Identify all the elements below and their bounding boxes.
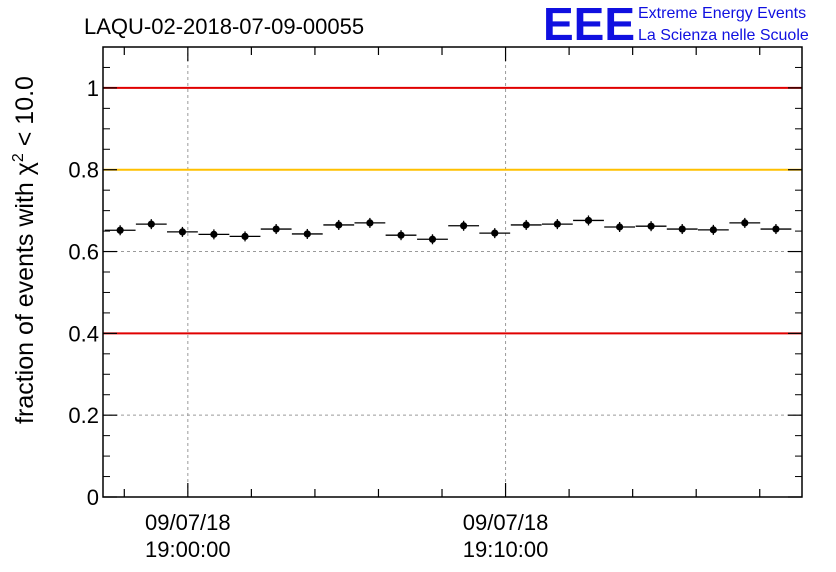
data-point: [491, 229, 499, 237]
data-point: [116, 226, 124, 234]
x-tick-label-date: 09/07/18: [463, 510, 549, 535]
data-point: [741, 219, 749, 227]
eee-logo: EEE Extreme Energy Events La Scienza nel…: [543, 0, 809, 50]
y-tick-label: 0.8: [68, 158, 99, 183]
y-tick-label: 0.2: [68, 403, 99, 428]
y-tick-label: 1: [87, 76, 99, 101]
data-point: [272, 225, 280, 233]
data-point: [584, 216, 593, 225]
data-point: [178, 228, 187, 236]
chart-title: LAQU-02-2018-07-09-00055: [84, 14, 364, 39]
data-point: [335, 221, 343, 229]
y-tick-label: 0: [87, 485, 99, 510]
data-point: [709, 226, 717, 234]
y-axis-label-suffix: < 10.0: [11, 76, 39, 153]
y-axis-label: fraction of events with χ2 < 10.0: [10, 76, 39, 424]
data-point: [428, 235, 437, 243]
data-point: [210, 230, 218, 238]
y-axis-label-main: fraction of events with χ: [11, 162, 39, 424]
data-point: [147, 220, 155, 228]
logo-line-2: La Scienza nelle Scuole: [638, 27, 809, 44]
data-point: [772, 225, 780, 233]
data-point: [616, 223, 624, 231]
data-point: [303, 230, 311, 238]
data-point: [553, 220, 561, 228]
y-tick-label: 0.6: [68, 240, 99, 265]
data-point: [647, 222, 655, 230]
x-tick-label-time: 19:00:00: [145, 537, 231, 562]
data-point: [678, 225, 686, 233]
data-point: [397, 231, 405, 239]
x-tick-label-time: 19:10:00: [463, 537, 549, 562]
eee-logo-mark: EEE: [543, 0, 635, 50]
y-tick-label: 0.4: [68, 321, 99, 346]
plot-frame: [102, 46, 803, 498]
y-axis-label-superscript: 2: [10, 153, 27, 162]
data-point: [366, 219, 374, 227]
plot-area: 00.20.40.60.8109/07/1819:00:0009/07/1819…: [68, 46, 803, 562]
data-point: [522, 221, 530, 229]
data-point: [460, 222, 468, 230]
data-point: [241, 232, 249, 241]
x-tick-label-date: 09/07/18: [145, 510, 231, 535]
logo-line-1: Extreme Energy Events: [638, 5, 806, 22]
